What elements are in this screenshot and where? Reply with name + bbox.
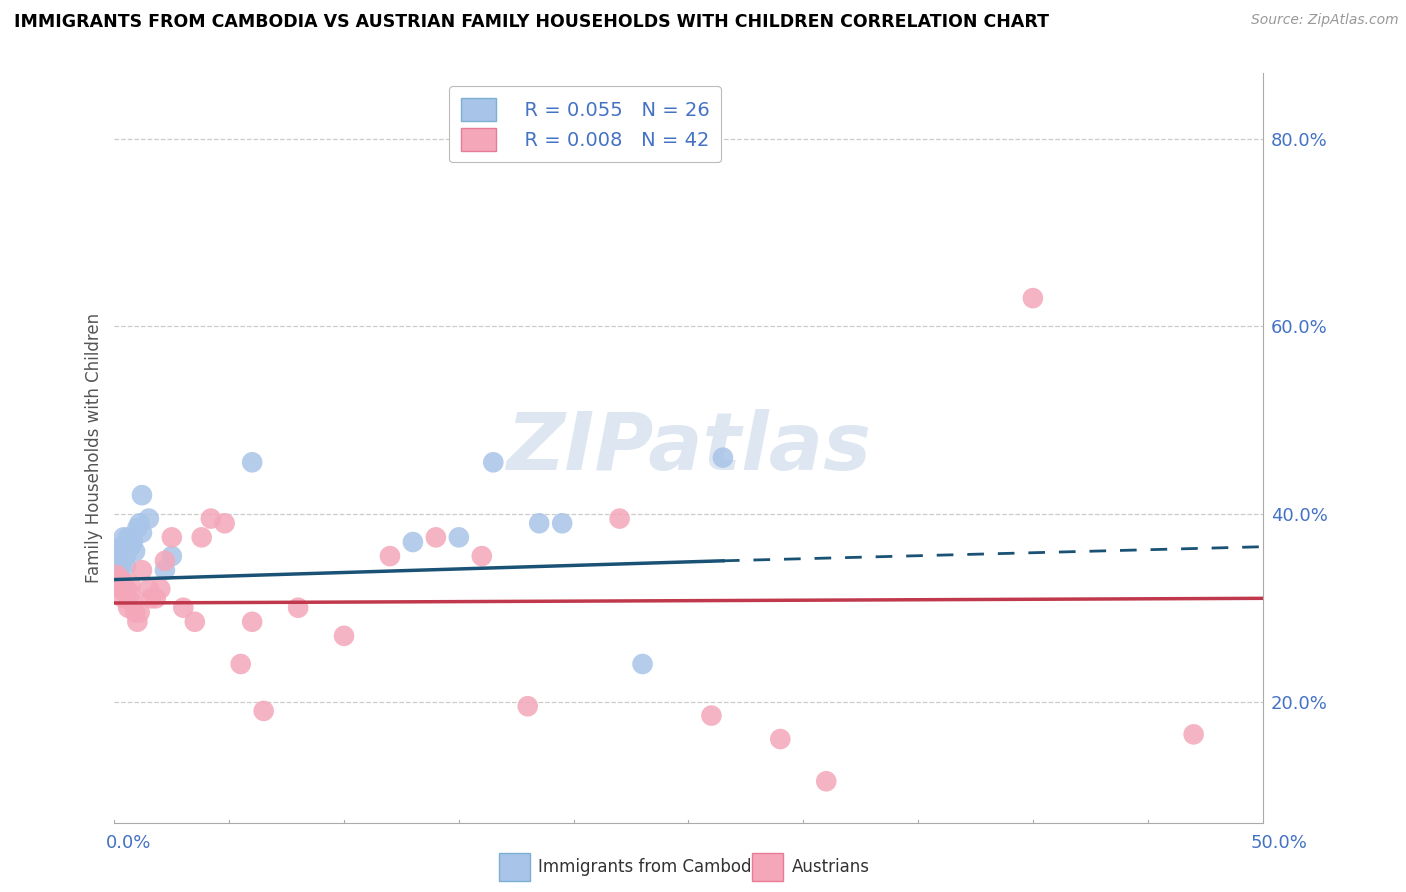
Point	[120, 577, 142, 591]
Point	[121, 596, 143, 610]
Point	[115, 582, 138, 596]
Point	[1182, 727, 1205, 741]
Point	[127, 521, 149, 535]
Point	[160, 549, 183, 563]
Point	[112, 591, 135, 606]
Point	[131, 525, 153, 540]
Point	[333, 629, 356, 643]
Point	[425, 530, 447, 544]
Point	[128, 606, 150, 620]
Point	[769, 732, 792, 747]
Point	[145, 591, 167, 606]
Point	[200, 511, 222, 525]
Point	[110, 540, 132, 554]
Point	[172, 600, 194, 615]
Point	[190, 530, 212, 544]
Point	[110, 582, 132, 596]
Point	[711, 450, 734, 465]
Point	[253, 704, 276, 718]
Point	[471, 549, 494, 563]
Point	[120, 540, 142, 554]
Legend:   R = 0.055   N = 26,   R = 0.008   N = 42: R = 0.055 N = 26, R = 0.008 N = 42	[450, 87, 721, 162]
Point	[815, 774, 838, 789]
Point	[110, 573, 132, 587]
Point	[115, 549, 138, 563]
Point	[160, 530, 183, 544]
Point	[128, 516, 150, 531]
Point	[184, 615, 207, 629]
Point	[482, 455, 505, 469]
Point	[112, 582, 135, 596]
Text: ZIPatlas: ZIPatlas	[506, 409, 870, 487]
Point	[153, 554, 176, 568]
Point	[214, 516, 236, 531]
Point	[108, 573, 131, 587]
Point	[447, 530, 470, 544]
Point	[631, 657, 654, 671]
Point	[516, 699, 538, 714]
Point	[240, 615, 263, 629]
Point	[105, 567, 128, 582]
Point	[117, 600, 139, 615]
Text: Source: ZipAtlas.com: Source: ZipAtlas.com	[1251, 13, 1399, 28]
Point	[120, 587, 142, 601]
Point	[149, 582, 172, 596]
Point	[124, 544, 146, 558]
Point	[1022, 291, 1045, 305]
Point	[287, 600, 309, 615]
Point	[115, 558, 138, 573]
Point	[240, 455, 263, 469]
Point	[108, 544, 131, 558]
Point	[131, 488, 153, 502]
Text: IMMIGRANTS FROM CAMBODIA VS AUSTRIAN FAMILY HOUSEHOLDS WITH CHILDREN CORRELATION: IMMIGRANTS FROM CAMBODIA VS AUSTRIAN FAM…	[14, 13, 1049, 31]
Point	[551, 516, 574, 531]
Text: 50.0%: 50.0%	[1251, 834, 1308, 852]
Point	[117, 530, 139, 544]
Point	[127, 615, 149, 629]
Point	[131, 563, 153, 577]
Text: Austrians: Austrians	[792, 858, 869, 876]
Point	[609, 511, 631, 525]
Text: 0.0%: 0.0%	[105, 834, 150, 852]
Point	[378, 549, 401, 563]
Point	[124, 606, 146, 620]
Point	[110, 558, 132, 573]
Point	[141, 591, 163, 606]
Point	[112, 530, 135, 544]
Point	[115, 587, 138, 601]
Point	[138, 511, 160, 525]
Point	[121, 535, 143, 549]
Point	[700, 708, 723, 723]
Point	[138, 582, 160, 596]
Point	[153, 563, 176, 577]
Point	[105, 549, 128, 563]
Text: Immigrants from Cambodia: Immigrants from Cambodia	[538, 858, 766, 876]
Point	[529, 516, 551, 531]
Y-axis label: Family Households with Children: Family Households with Children	[86, 313, 103, 583]
Point	[402, 535, 425, 549]
Point	[229, 657, 252, 671]
